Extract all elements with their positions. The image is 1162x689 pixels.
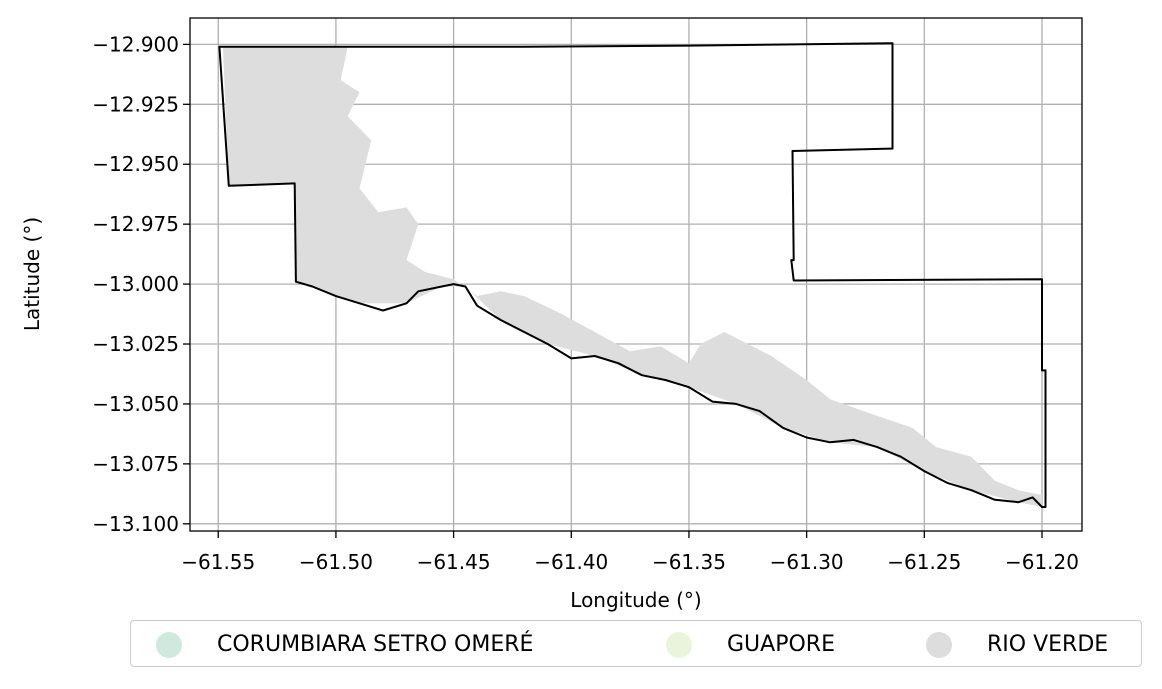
y-tick-label: −13.025 <box>92 332 179 356</box>
x-tick-label: −61.55 <box>181 550 255 574</box>
y-tick-label: −13.050 <box>92 392 179 416</box>
map-legend: CORUMBIARA SETRO OMERÉ GUAPORE RIO VERDE <box>130 620 1142 667</box>
y-tick-label: −12.925 <box>92 92 179 116</box>
legend-item-corumbiara: CORUMBIARA SETRO OMERÉ <box>156 621 533 668</box>
boundary-layer <box>218 42 1047 508</box>
x-tick-label: −61.20 <box>1005 550 1079 574</box>
y-tick-label: −13.075 <box>92 452 179 476</box>
x-tick-label: −61.50 <box>299 550 373 574</box>
x-axis-ticks: −61.55 −61.50 −61.45 −61.40 −61.35 −61.30 −61.… <box>181 531 1079 574</box>
y-tick-label: −13.100 <box>92 512 179 536</box>
corumbiara-swatch-icon <box>156 631 182 658</box>
legend-label-rio-verde: RIO VERDE <box>987 632 1109 657</box>
legend-item-rio-verde: RIO VERDE <box>926 621 1108 668</box>
y-tick-label: −12.975 <box>92 212 179 236</box>
y-axis-title: Latitude (°) <box>20 217 44 331</box>
rio-verde-swatch-icon <box>926 631 952 658</box>
legend-item-guapore: GUAPORE <box>666 621 835 668</box>
y-tick-label: −12.900 <box>92 32 179 56</box>
legend-label-guapore: GUAPORE <box>727 632 835 657</box>
municipality-boundary <box>218 42 1047 508</box>
rio-verde-region <box>222 47 1042 507</box>
x-tick-label: −61.30 <box>770 550 844 574</box>
y-tick-label: −13.000 <box>92 272 179 296</box>
rio-verde-area-layer <box>222 47 1042 507</box>
x-tick-label: −61.40 <box>534 550 608 574</box>
guapore-swatch-icon <box>666 631 692 658</box>
plot-frame <box>189 17 1083 532</box>
legend-label-corumbiara: CORUMBIARA SETRO OMERÉ <box>217 632 534 657</box>
y-tick-label: −12.950 <box>92 152 179 176</box>
x-axis-title: Longitude (°) <box>570 588 701 612</box>
x-tick-label: −61.25 <box>887 550 961 574</box>
x-tick-label: −61.35 <box>652 550 726 574</box>
x-tick-label: −61.45 <box>417 550 491 574</box>
y-axis-ticks: −12.900 −12.925 −12.950 −12.975 −13.000 −13.0… <box>92 32 190 536</box>
